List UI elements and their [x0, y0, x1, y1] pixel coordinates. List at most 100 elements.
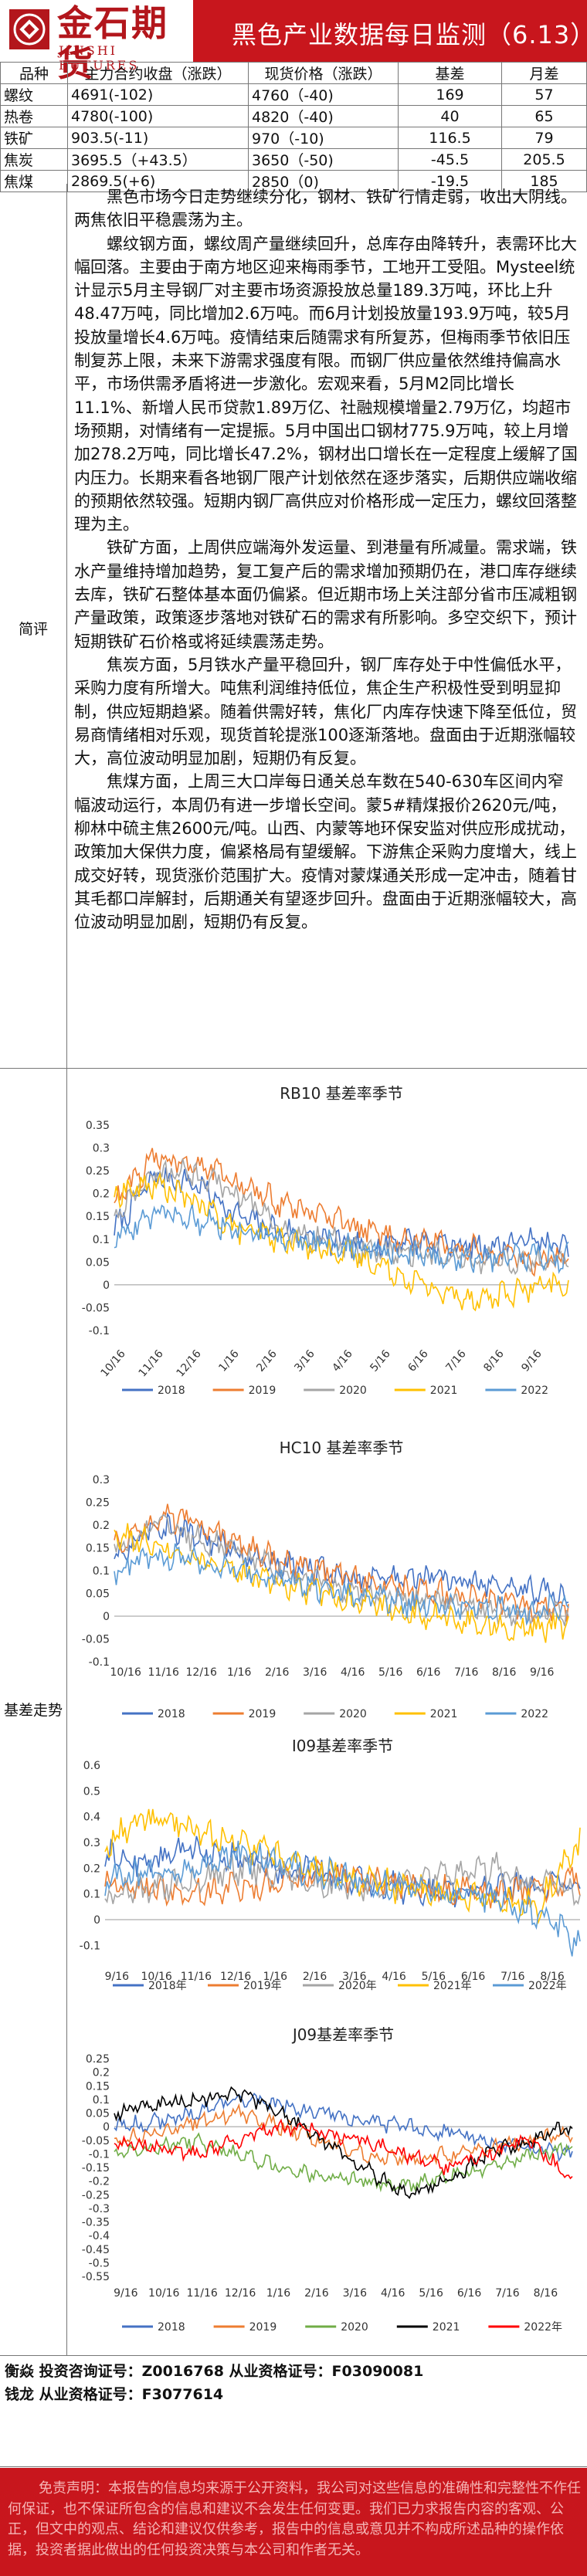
- chart-j09-basis: J09基差率季节 0.25 0.2 0.15 0.1 0.05 0 -0.05 -0.1 -0.1…: [74, 2022, 584, 2351]
- y-tick-label: 0.2: [93, 1188, 110, 1201]
- y-tick-label: -0.05: [82, 1302, 110, 1314]
- x-tick-label: 4/16: [381, 2287, 405, 2300]
- col-header-futures: 主力合约收盘（涨跌）: [67, 62, 249, 84]
- x-tick-label: 1/16: [263, 1971, 288, 1983]
- x-tick-label: 9/16: [114, 2287, 138, 2300]
- x-tick-label: 5/16: [378, 1666, 403, 1679]
- cell-basis: -19.5: [398, 170, 502, 192]
- series-line-2020年: [104, 1852, 581, 1907]
- cell-spot: 4760（-40): [248, 83, 399, 106]
- x-tick-label: 8/16: [492, 1666, 517, 1679]
- x-tick-label: 11/16: [181, 1971, 212, 1983]
- x-tick-label: 12/16: [175, 1347, 204, 1379]
- series-line-2018: [114, 2092, 573, 2163]
- col-header-spread: 月差: [501, 62, 587, 84]
- y-tick-label: 0.1: [93, 1234, 110, 1246]
- table-row: 螺纹 4691(-102) 4760（-40) 169 57: [0, 83, 587, 106]
- y-tick-label: 0.35: [86, 1120, 110, 1132]
- disclaimer-box: 免责声明：本报告的信息均来源于公开资料，我公司对这些信息的准确性和完整性不作任何…: [0, 2468, 587, 2576]
- x-tick-label: 4/16: [341, 1666, 365, 1679]
- x-tick-label: 8/16: [481, 1347, 507, 1374]
- x-tick-label: 2/16: [265, 1666, 290, 1679]
- legend-label: 2018: [158, 2321, 185, 2334]
- x-tick-label: 12/16: [225, 2287, 256, 2300]
- legend-label: 2022年: [528, 1980, 567, 1992]
- table-row: 热卷 4780(-100) 4820（-40) 40 65: [0, 105, 587, 127]
- legend-label: 2019年: [243, 1980, 282, 1992]
- summary-label: 简评: [18, 621, 48, 638]
- cell-basis: -45.5: [398, 148, 502, 171]
- series-line-2020: [114, 2132, 573, 2193]
- x-tick-label: 5/16: [422, 1971, 446, 1983]
- summary-paragraph: 焦煤方面，上周三大口岸每日通关总车数在540-630车区间内窄幅波动运行，本周仍…: [74, 772, 577, 932]
- y-tick-label: 0.3: [83, 1837, 100, 1849]
- legend-label: 2018年: [148, 1980, 187, 1992]
- series-line-2019: [114, 2103, 573, 2166]
- cell-spread: 57: [501, 83, 587, 106]
- series-line-2019年: [104, 1858, 581, 1909]
- x-tick-label: 12/16: [186, 1666, 217, 1679]
- series-line-2022: [114, 1204, 569, 1274]
- legend-label: 2020年: [338, 1980, 377, 1992]
- y-tick-label: -0.35: [82, 2217, 110, 2229]
- x-tick-label: 11/16: [186, 2287, 217, 2300]
- series-line-2022年: [104, 1840, 581, 1957]
- series-line-2021: [114, 1523, 569, 1643]
- col-header-basis: 基差: [398, 62, 502, 84]
- x-tick-label: 8/16: [534, 2287, 558, 2300]
- summary-paragraph: 螺纹钢方面，螺纹周产量继续回升，总库存由降转升，表需环比大幅回落。主要由于南方地…: [74, 234, 578, 534]
- x-tick-label: 10/16: [110, 1666, 141, 1679]
- chart-title: J09基差率季节: [291, 2025, 394, 2044]
- y-tick-label: 0.3: [93, 1474, 110, 1486]
- y-tick-label: 0.25: [86, 1165, 110, 1178]
- analyst-info: 衡焱 投资咨询证号：Z0016768 从业资格证号：F03090081 钱龙 从…: [5, 2360, 423, 2406]
- y-tick-label: 0.25: [86, 2053, 110, 2066]
- legend-label: 2018: [158, 1708, 185, 1720]
- logo-mark-icon: [9, 9, 49, 49]
- y-tick-label: 0.1: [93, 1565, 110, 1578]
- cell-variety: 焦炭: [0, 148, 68, 171]
- y-tick-label: -0.55: [82, 2271, 110, 2283]
- y-tick-label: 0.05: [86, 1256, 110, 1269]
- report-title: 黑色产业数据每日监测（6.13）: [232, 20, 587, 49]
- x-tick-label: 5/16: [368, 1347, 393, 1374]
- y-tick-label: 0.2: [93, 1520, 110, 1532]
- y-tick-label: 0: [93, 1914, 100, 1927]
- cell-variety: 螺纹: [0, 83, 68, 106]
- cell-basis: 116.5: [398, 127, 502, 149]
- x-tick-label: 7/16: [500, 1971, 525, 1983]
- legend-label: 2021: [430, 1708, 458, 1720]
- section-divider: [0, 2355, 587, 2356]
- y-tick-label: 0.15: [86, 2080, 110, 2093]
- legend-label: 2022: [521, 1385, 548, 1397]
- y-tick-label: -0.05: [82, 2135, 110, 2147]
- chart-i09-basis: I09基差率季节 0.6 0.5 0.4 0.3 0.2 0.1 0 -0.1 9/16 10/16…: [74, 1734, 584, 2017]
- col-header-variety: 品种: [0, 62, 68, 84]
- y-tick-label: -0.1: [80, 1940, 100, 1952]
- cell-variety: 焦煤: [0, 170, 68, 192]
- x-tick-label: 6/16: [461, 1971, 486, 1983]
- series-line-2021: [114, 1171, 569, 1312]
- x-tick-label: 8/16: [540, 1971, 565, 1983]
- x-tick-label: 2/16: [304, 2287, 329, 2300]
- y-tick-label: 0.1: [83, 1889, 100, 1901]
- y-tick-label: 0.3: [93, 1143, 110, 1155]
- legend-label: 2022年: [524, 2321, 562, 2334]
- x-tick-label: 4/16: [382, 1971, 406, 1983]
- cell-variety: 热卷: [0, 105, 68, 127]
- legend-label: 2021: [430, 1385, 458, 1397]
- y-tick-label: -0.3: [89, 2203, 110, 2215]
- summary-text: 黑色市场今日走势继续分化，钢材、铁矿行情走弱，收出大阴线。两焦依旧平稳震荡为主。…: [74, 185, 578, 934]
- y-tick-label: 0.25: [86, 1497, 110, 1510]
- cell-spread: 65: [501, 105, 587, 127]
- y-tick-label: -0.25: [82, 2189, 110, 2201]
- chart-hc10-basis: HC10 基差率季节 0.3 0.25 0.2 0.15 0.1 0.05 0 -0.05 -0.…: [74, 1430, 584, 1727]
- table-header-row: 品种 主力合约收盘（涨跌） 现货价格（涨跌） 基差 月差: [0, 62, 587, 84]
- x-tick-label: 11/16: [148, 1666, 179, 1679]
- summary-paragraph: 铁矿方面，上周供应端海外发运量、到港量有所减量。需求端，铁水产量维持增加趋势，复…: [74, 538, 577, 651]
- x-tick-label: 2/16: [303, 1971, 327, 1983]
- x-tick-label: 10/16: [148, 2287, 179, 2300]
- legend-label: 2021: [433, 2321, 460, 2334]
- y-tick-label: 0.2: [93, 2067, 110, 2079]
- y-tick-label: 0.1: [93, 2094, 110, 2107]
